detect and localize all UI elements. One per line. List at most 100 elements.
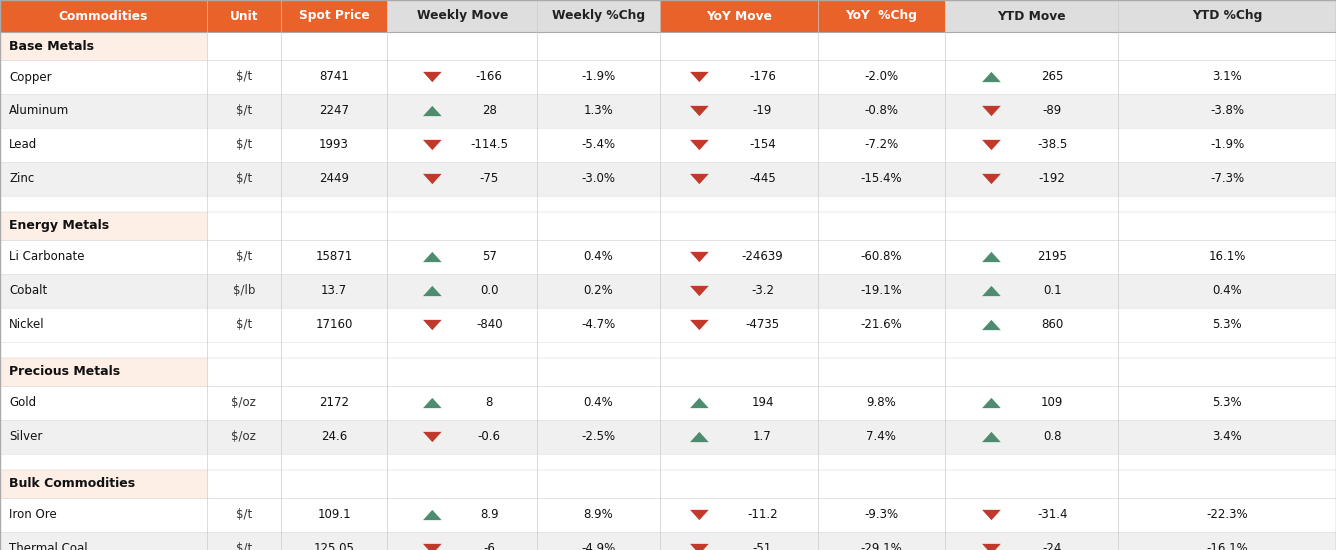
Text: YoY  %Chg: YoY %Chg (846, 9, 916, 23)
Text: -3.0%: -3.0% (581, 173, 616, 185)
Polygon shape (424, 252, 442, 262)
Text: Base Metals: Base Metals (9, 40, 95, 52)
Text: YTD Move: YTD Move (997, 9, 1066, 23)
Bar (0, 386, 207, 420)
Polygon shape (424, 286, 442, 296)
Polygon shape (691, 106, 708, 116)
Text: 13.7: 13.7 (321, 284, 347, 298)
Text: Spot Price: Spot Price (299, 9, 369, 23)
Bar (537, 342, 660, 358)
Bar (945, 342, 1118, 358)
Bar (281, 32, 387, 60)
Bar (0, 532, 207, 550)
Bar (387, 386, 537, 420)
Bar (818, 212, 945, 240)
Bar (207, 212, 281, 240)
Text: -22.3%: -22.3% (1206, 509, 1248, 521)
Bar (818, 470, 945, 498)
Bar (945, 162, 1118, 196)
Text: Weekly %Chg: Weekly %Chg (552, 9, 645, 23)
Polygon shape (982, 432, 1001, 442)
Text: -2.5%: -2.5% (581, 431, 616, 443)
Text: -7.2%: -7.2% (864, 139, 898, 151)
Bar (660, 128, 818, 162)
Text: -0.6: -0.6 (478, 431, 501, 443)
Text: Thermal Coal: Thermal Coal (9, 542, 88, 550)
Bar (945, 212, 1118, 240)
Bar (945, 196, 1118, 212)
Bar (945, 386, 1118, 420)
Text: -2.0%: -2.0% (864, 70, 898, 84)
Text: -176: -176 (749, 70, 776, 84)
Bar (0, 94, 207, 128)
Bar (207, 60, 281, 94)
Bar (387, 196, 537, 212)
Bar (0, 240, 207, 274)
Text: $/t: $/t (235, 318, 253, 332)
Text: -445: -445 (749, 173, 776, 185)
Bar (387, 498, 537, 532)
Polygon shape (424, 398, 442, 408)
Bar (660, 60, 818, 94)
Text: -31.4: -31.4 (1037, 509, 1067, 521)
Bar (818, 386, 945, 420)
Bar (387, 454, 537, 470)
Bar (660, 386, 818, 420)
Bar (537, 128, 660, 162)
Text: -4.9%: -4.9% (581, 542, 616, 550)
Text: -114.5: -114.5 (470, 139, 508, 151)
Bar (1118, 60, 1336, 94)
Bar (945, 94, 1118, 128)
Text: 2449: 2449 (319, 173, 349, 185)
Bar (945, 532, 1118, 550)
Bar (537, 0, 660, 32)
Bar (945, 454, 1118, 470)
Text: 0.1: 0.1 (1043, 284, 1062, 298)
Bar (207, 196, 281, 212)
Text: $/t: $/t (235, 104, 253, 118)
Text: $/t: $/t (235, 70, 253, 84)
Text: 0.4%: 0.4% (1212, 284, 1242, 298)
Polygon shape (691, 398, 708, 408)
Polygon shape (424, 72, 442, 82)
Text: $/t: $/t (235, 509, 253, 521)
Text: -4.7%: -4.7% (581, 318, 616, 332)
Text: 1.3%: 1.3% (584, 104, 613, 118)
Text: Cobalt: Cobalt (9, 284, 48, 298)
Bar (660, 196, 818, 212)
Text: 8741: 8741 (319, 70, 349, 84)
Bar (945, 470, 1118, 498)
Text: Iron Ore: Iron Ore (9, 509, 57, 521)
Polygon shape (982, 106, 1001, 116)
Text: 1.7: 1.7 (754, 431, 772, 443)
Bar (818, 308, 945, 342)
Polygon shape (691, 72, 708, 82)
Text: -3.2: -3.2 (751, 284, 774, 298)
Text: 2195: 2195 (1037, 250, 1067, 263)
Bar (660, 240, 818, 274)
Bar (281, 94, 387, 128)
Bar (537, 60, 660, 94)
Bar (0, 274, 207, 308)
Text: -19: -19 (752, 104, 772, 118)
Polygon shape (982, 174, 1001, 184)
Bar (818, 128, 945, 162)
Text: 0.2%: 0.2% (584, 284, 613, 298)
Bar (660, 308, 818, 342)
Bar (818, 240, 945, 274)
Text: $/t: $/t (235, 542, 253, 550)
Bar (1118, 32, 1336, 60)
Bar (818, 358, 945, 386)
Bar (387, 162, 537, 196)
Bar (818, 498, 945, 532)
Text: 8.9: 8.9 (480, 509, 498, 521)
Text: $/t: $/t (235, 250, 253, 263)
Text: 0.0: 0.0 (480, 284, 498, 298)
Bar (945, 240, 1118, 274)
Bar (818, 162, 945, 196)
Text: -60.8%: -60.8% (860, 250, 902, 263)
Bar (537, 386, 660, 420)
Polygon shape (424, 174, 442, 184)
Bar (0, 358, 207, 386)
Polygon shape (691, 286, 708, 296)
